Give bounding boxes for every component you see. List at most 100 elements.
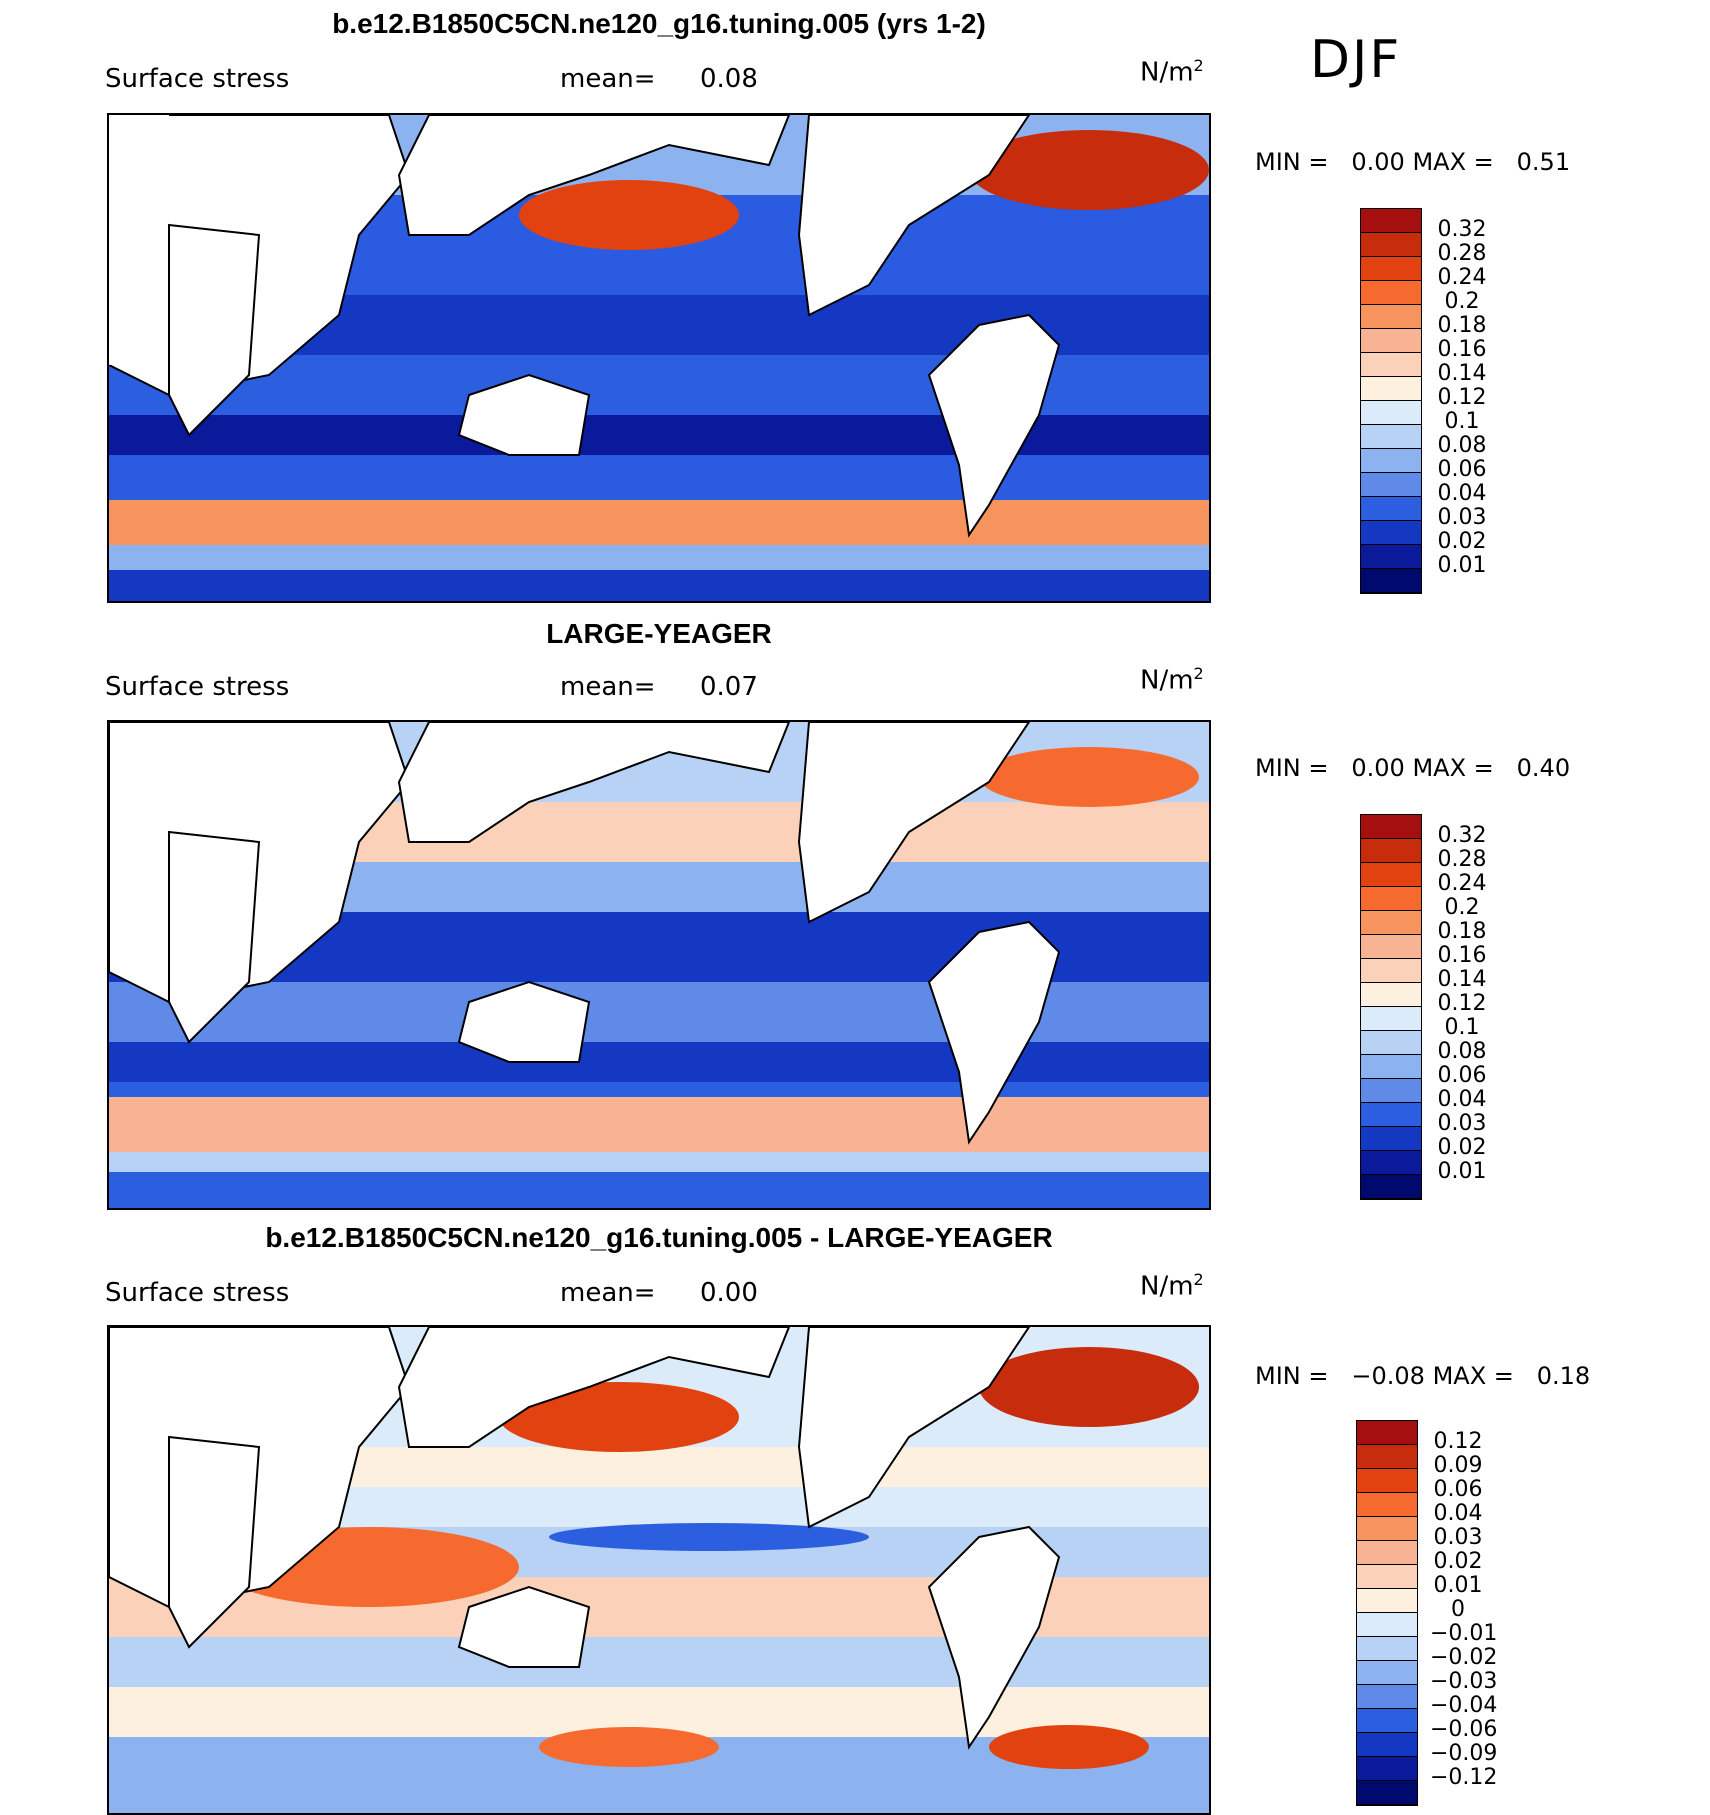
colorbar-tick-label: 0.14	[1437, 967, 1487, 992]
colorbar-tick-label: 0.28	[1437, 847, 1487, 872]
colorbar-tick-label: 0.04	[1433, 1501, 1483, 1526]
colorbar-swatch	[1357, 1493, 1417, 1517]
colorbar-tick-label: 0.03	[1437, 505, 1487, 530]
colorbar-swatch	[1361, 1055, 1421, 1079]
colorbar-swatch	[1357, 1781, 1417, 1805]
colorbar-swatch	[1361, 815, 1421, 839]
colorbar-swatch	[1361, 1175, 1421, 1199]
colorbar-tick-label: −0.06	[1430, 1717, 1498, 1742]
colorbar-swatch	[1357, 1589, 1417, 1613]
panel-1-units: N/m2	[1140, 56, 1204, 88]
colorbar-swatch	[1361, 1031, 1421, 1055]
colorbar-swatch	[1361, 281, 1421, 305]
panel-2-mean-value: 0.07	[700, 672, 758, 702]
colorbar-tick-label: 0.08	[1437, 1039, 1487, 1064]
panel-1-map-svg	[109, 115, 1209, 601]
colorbar-tick-label: 0.32	[1437, 217, 1487, 242]
colorbar-tick-label: 0.12	[1433, 1429, 1483, 1454]
panel-3-minmax: MIN = −0.08 MAX = 0.18	[1255, 1362, 1591, 1390]
colorbar-tick-label: 0.1	[1444, 1015, 1480, 1040]
colorbar-tick-label: 0.06	[1433, 1477, 1483, 1502]
colorbar-tick-label: 0.04	[1437, 1087, 1487, 1112]
colorbar-tick-label: −0.01	[1430, 1621, 1498, 1646]
panel-2-units: N/m2	[1140, 664, 1204, 696]
colorbar-tick-label: 0.24	[1437, 871, 1487, 896]
colorbar-swatch	[1361, 959, 1421, 983]
colorbar-tick-label: 0.01	[1437, 553, 1487, 578]
panel-1-map	[107, 113, 1211, 603]
colorbar-swatch	[1357, 1733, 1417, 1757]
colorbar-tick-label: 0.24	[1437, 265, 1487, 290]
colorbar-tick-label: 0.14	[1437, 361, 1487, 386]
panel-3-mean-label: mean=	[560, 1278, 656, 1308]
panel-2-title: LARGE-YEAGER	[546, 618, 772, 649]
colorbar-swatch	[1361, 425, 1421, 449]
colorbar-swatch	[1357, 1565, 1417, 1589]
colorbar-swatch	[1361, 887, 1421, 911]
colorbar-tick-label: 0.06	[1437, 457, 1487, 482]
panel-1-mean-label: mean=	[560, 64, 656, 94]
colorbar-swatch	[1357, 1541, 1417, 1565]
panel-3-title: b.e12.B1850C5CN.ne120_g16.tuning.005 - L…	[265, 1222, 1053, 1253]
colorbar-swatch	[1357, 1517, 1417, 1541]
colorbar-swatch	[1361, 545, 1421, 569]
colorbar-tick-label: 0	[1451, 1597, 1465, 1622]
panel-1-minmax: MIN = 0.00 MAX = 0.51	[1255, 148, 1571, 176]
colorbar-tick-label: −0.02	[1430, 1645, 1498, 1670]
colorbar-tick-label: 0.2	[1444, 289, 1480, 314]
panel-3-mean-value: 0.00	[700, 1278, 758, 1308]
colorbar-tick-label: −0.04	[1430, 1693, 1498, 1718]
colorbar-swatch	[1361, 329, 1421, 353]
colorbar-swatch	[1361, 209, 1421, 233]
colorbar-swatch	[1361, 353, 1421, 377]
panel-2-minmax: MIN = 0.00 MAX = 0.40	[1255, 754, 1571, 782]
colorbar-swatch	[1361, 1151, 1421, 1175]
colorbar-swatch	[1357, 1709, 1417, 1733]
panel-2-map	[107, 720, 1211, 1210]
colorbar-swatch	[1361, 497, 1421, 521]
colorbar-tick-label: 0.1	[1444, 409, 1480, 434]
colorbar-swatch	[1361, 911, 1421, 935]
colorbar-tick-label: 0.04	[1437, 481, 1487, 506]
colorbar-tick-label: 0.2	[1444, 895, 1480, 920]
panel-2-mean-label: mean=	[560, 672, 656, 702]
colorbar-swatch	[1361, 1127, 1421, 1151]
panel-1-variable: Surface stress	[105, 64, 290, 94]
colorbar-tick-label: 0.03	[1433, 1525, 1483, 1550]
colorbar-tick-label: 0.01	[1433, 1573, 1483, 1598]
colorbar-swatch	[1361, 377, 1421, 401]
colorbar-swatch	[1357, 1685, 1417, 1709]
colorbar-tick-label: 0.12	[1437, 385, 1487, 410]
colorbar-swatch	[1357, 1661, 1417, 1685]
colorbar-tick-label: 0.06	[1437, 1063, 1487, 1088]
colorbar-swatch	[1361, 1079, 1421, 1103]
colorbar-swatch	[1357, 1613, 1417, 1637]
colorbar-swatch	[1357, 1757, 1417, 1781]
colorbar-tick-label: 0.02	[1437, 1135, 1487, 1160]
panel-3-map	[107, 1325, 1211, 1815]
colorbar-swatch	[1361, 257, 1421, 281]
colorbar-tick-label: 0.28	[1437, 241, 1487, 266]
colorbar-swatch	[1357, 1445, 1417, 1469]
panel-3-units: N/m2	[1140, 1270, 1204, 1302]
panel-3-map-svg	[109, 1327, 1209, 1813]
colorbar-tick-label: 0.09	[1433, 1453, 1483, 1478]
colorbar-tick-label: 0.18	[1437, 919, 1487, 944]
colorbar-swatch	[1361, 569, 1421, 593]
colorbar-swatch	[1361, 839, 1421, 863]
panel-1-title: b.e12.B1850C5CN.ne120_g16.tuning.005 (yr…	[332, 8, 986, 39]
colorbar-tick-label: 0.03	[1437, 1111, 1487, 1136]
colorbar-tick-label: 0.08	[1437, 433, 1487, 458]
colorbar-swatch	[1361, 233, 1421, 257]
colorbar-swatch	[1361, 449, 1421, 473]
panel-2-map-svg	[109, 722, 1209, 1208]
panel-3-variable: Surface stress	[105, 1278, 290, 1308]
colorbar-swatch	[1361, 305, 1421, 329]
colorbar-swatch	[1361, 1103, 1421, 1127]
colorbar-swatch	[1361, 401, 1421, 425]
colorbar-tick-label: 0.18	[1437, 313, 1487, 338]
colorbar-swatch	[1357, 1421, 1417, 1445]
colorbar-tick-label: 0.02	[1437, 529, 1487, 554]
colorbar-swatch	[1357, 1637, 1417, 1661]
colorbar-swatch	[1361, 935, 1421, 959]
